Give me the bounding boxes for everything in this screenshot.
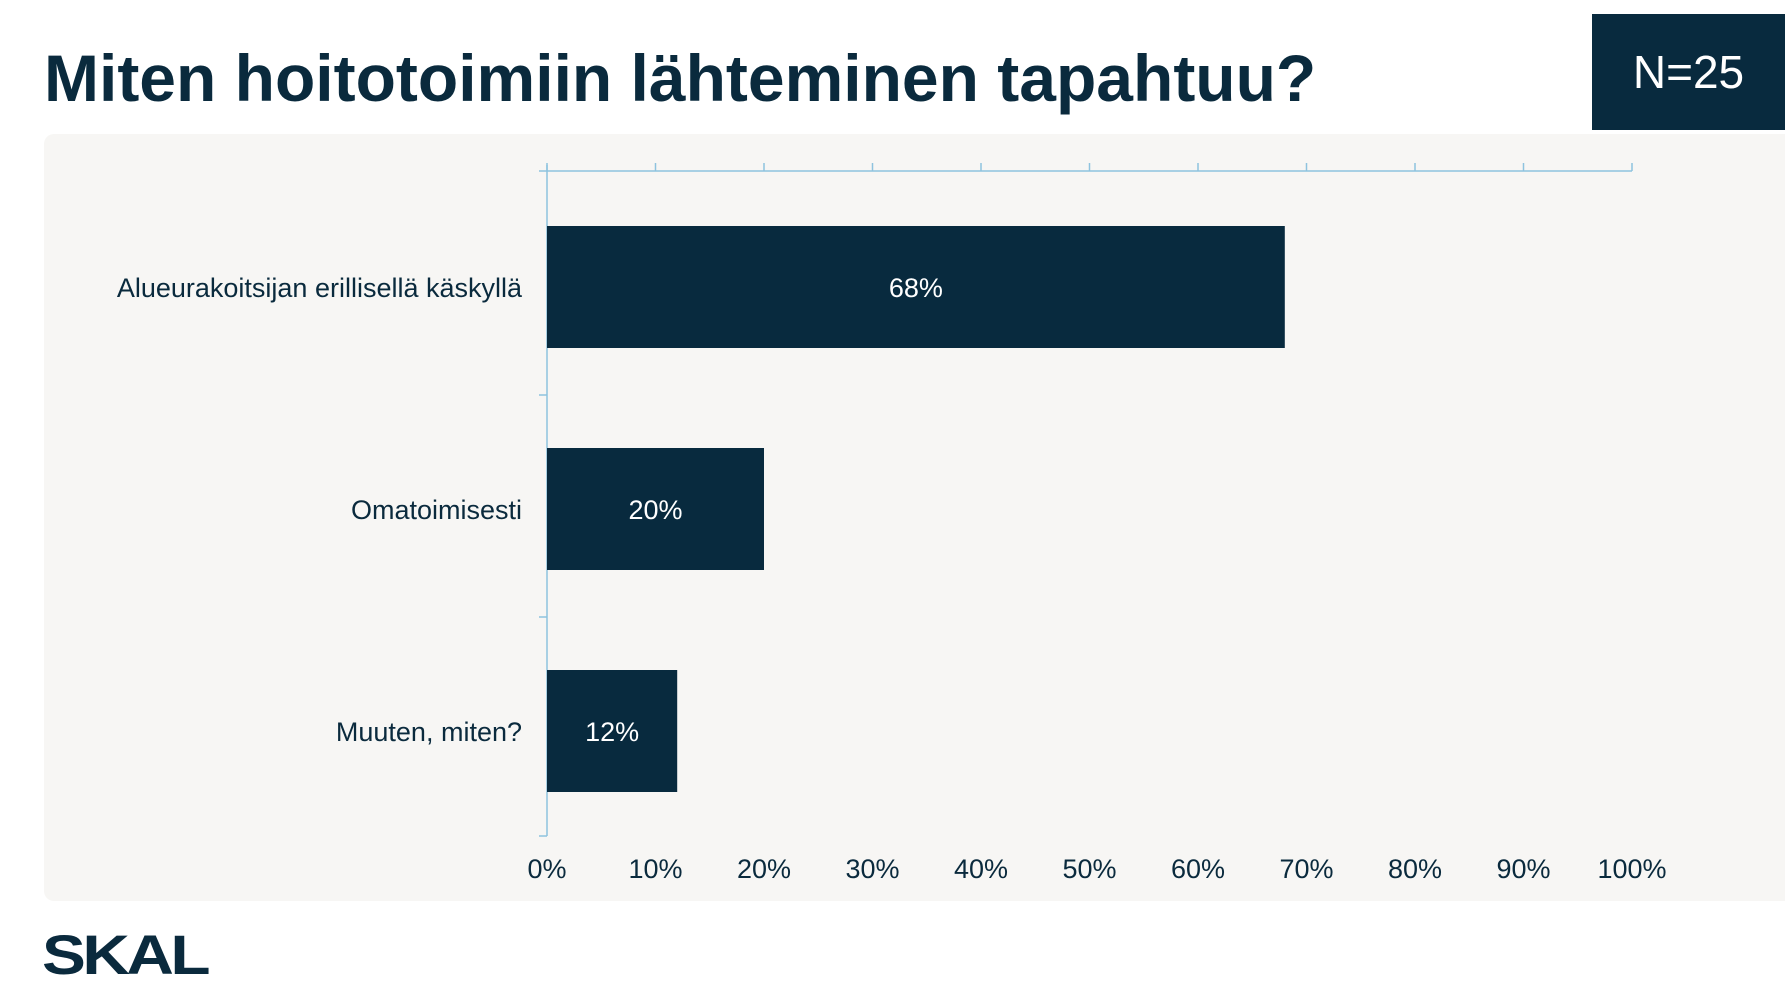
category-label: Alueurakoitsijan erillisellä käskyllä	[117, 273, 523, 303]
x-tick-label: 30%	[845, 854, 899, 884]
labels-layer: 0% 10% 20% 30% 40% 50% 60% 70% 80% 90% 100% 68% Alue…	[117, 273, 1667, 884]
x-tick-label: 70%	[1279, 854, 1333, 884]
bar-data-label: 68%	[889, 273, 943, 303]
x-tick-label: 10%	[628, 854, 682, 884]
bar	[547, 448, 764, 570]
x-tick-label: 20%	[737, 854, 791, 884]
bar-data-label: 20%	[628, 495, 682, 525]
x-tick-label: 50%	[1062, 854, 1116, 884]
page-title: Miten hoitotoimiin lähteminen tapahtuu?	[44, 41, 1317, 115]
bar	[547, 226, 1285, 348]
bars-layer	[547, 226, 1285, 792]
x-tick-label: 90%	[1496, 854, 1550, 884]
bar-data-label: 12%	[585, 717, 639, 747]
x-tick-label: 0%	[527, 854, 566, 884]
x-tick-label: 80%	[1388, 854, 1442, 884]
bar	[547, 670, 678, 792]
category-label: Muuten, miten?	[336, 717, 522, 747]
x-tick-label: 60%	[1171, 854, 1225, 884]
skal-logo: SKAL	[42, 930, 212, 978]
skal-logo-text: SKAL	[42, 930, 209, 978]
category-label: Omatoimisesti	[351, 495, 522, 525]
sample-size-badge: N=25	[1592, 14, 1785, 130]
x-tick-label: 100%	[1597, 854, 1666, 884]
x-tick-label: 40%	[954, 854, 1008, 884]
